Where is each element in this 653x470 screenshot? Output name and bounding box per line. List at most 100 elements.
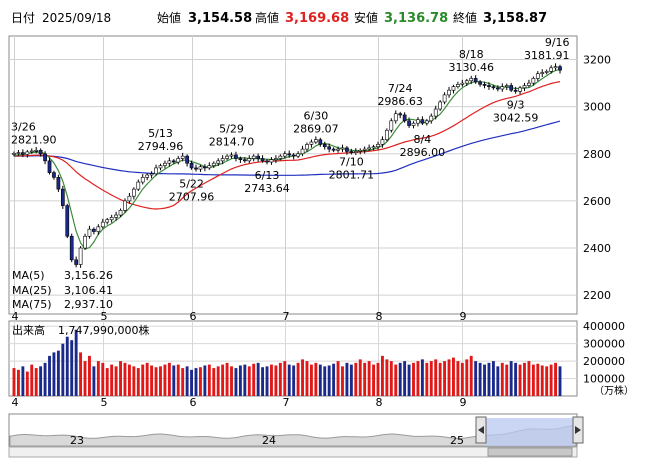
candle-body: [109, 217, 114, 221]
volume-bar: [549, 364, 553, 396]
navigator-selection[interactable]: [486, 418, 573, 446]
volume-bar: [367, 361, 371, 396]
navigator-scrollbar[interactable]: [8, 446, 578, 458]
candle-body: [393, 113, 398, 122]
low-value: 3,136.78: [384, 11, 448, 26]
volume-x-month-label: 4: [12, 396, 19, 409]
candle-body: [376, 144, 380, 148]
volume-bar: [420, 359, 424, 396]
volume-bar: [207, 364, 211, 396]
volume-bar: [79, 352, 83, 396]
volume-bar: [43, 362, 47, 396]
volume-bar: [425, 362, 429, 396]
candle-body: [451, 86, 456, 91]
volume-bar: [181, 368, 185, 396]
volume-bar: [247, 366, 251, 396]
volume-bar: [185, 366, 189, 396]
candle-body: [145, 174, 150, 178]
volume-bar: [159, 366, 162, 396]
volume-bar: [212, 368, 216, 396]
volume-x-month-label: 8: [376, 396, 383, 409]
volume-y-axis: 400000 300000 200000 100000: [583, 320, 625, 385]
candle-body: [163, 162, 167, 166]
candle-body: [96, 226, 101, 232]
volume-bar: [460, 362, 464, 396]
candle-body: [25, 151, 30, 155]
candle-body: [336, 148, 340, 151]
candle-body: [527, 82, 531, 86]
annotation-date: 5/22: [179, 177, 204, 190]
open-value: 3,154.58: [188, 11, 252, 26]
high-label: 高値: [255, 10, 279, 25]
volume-title: 出来高 1,747,990,000株: [12, 323, 149, 337]
annotation-date: 9/16: [545, 36, 570, 49]
annotation-value: 2986.63: [377, 95, 423, 108]
volume-bar: [509, 361, 513, 396]
candle-body: [16, 152, 21, 154]
candlesticks: [12, 63, 562, 268]
candle-body: [500, 86, 505, 90]
volume-bar: [354, 362, 358, 396]
volume-bar: [92, 366, 96, 396]
candle-body: [265, 160, 269, 163]
candle-body: [313, 139, 318, 143]
volume-bar: [487, 362, 491, 396]
annotation-value: 2801.71: [329, 168, 375, 181]
volume-x-month-label: 7: [283, 396, 290, 409]
annotation-value: 3181.91: [524, 49, 570, 62]
volume-bar: [16, 369, 20, 396]
volume-bar: [540, 365, 544, 396]
candle-body: [269, 159, 274, 163]
candle-body: [282, 153, 287, 157]
candle-body: [353, 151, 358, 153]
price-y-axis: 3200 3000 2800 2600 2400 2200: [583, 54, 611, 303]
volume-bar: [358, 359, 362, 396]
x-month-label: 4: [12, 310, 19, 323]
annotation-date: 6/30: [304, 110, 329, 123]
date-value: 2025/09/18: [42, 11, 111, 25]
volume-bar: [190, 369, 194, 396]
volume-bar: [327, 365, 331, 396]
candle-body: [211, 162, 216, 166]
volume-bar: [243, 364, 247, 396]
candle-body: [464, 80, 469, 84]
candle-body: [309, 141, 314, 145]
volume-bar: [252, 363, 256, 396]
volume-bar: [119, 361, 122, 396]
ma25-label: MA(25): [12, 284, 52, 297]
candle-body: [52, 172, 56, 178]
volume-bar: [292, 365, 296, 396]
annotation-value: 2896.00: [400, 146, 446, 159]
x-month-label: 5: [101, 310, 108, 323]
volume-bar: [429, 361, 433, 396]
volume-bar: [412, 362, 415, 396]
y-tick-label: 3000: [583, 101, 611, 114]
candle-body: [535, 73, 540, 79]
volume-bar: [474, 361, 478, 396]
candle-body: [242, 159, 247, 162]
volume-bar: [376, 362, 380, 396]
price-x-axis: 4 5 6 7 8 9: [12, 310, 467, 323]
volume-bar: [270, 364, 273, 396]
x-month-label: 6: [190, 310, 197, 323]
candle-body: [549, 67, 553, 72]
candle-body: [65, 205, 70, 237]
annotation-value: 2869.07: [293, 123, 339, 136]
volume-bar: [287, 364, 291, 396]
volume-bar: [283, 361, 287, 396]
candle-body: [358, 149, 363, 152]
ma-legend: MA(5) 3,156.26 MA(25) 3,106.41 MA(75) 2,…: [12, 269, 113, 311]
navigator-scroll-thumb[interactable]: [487, 447, 573, 457]
candle-body: [531, 78, 536, 84]
candle-body: [487, 85, 491, 87]
candle-body: [43, 153, 47, 162]
volume-bar: [136, 368, 140, 396]
candle-body: [544, 71, 549, 73]
candle-body: [473, 78, 478, 83]
volume-bar: [527, 361, 531, 396]
annotation-date: 8/4: [414, 133, 432, 146]
annotation-value: 2707.96: [169, 190, 215, 203]
left-arrow-icon: [478, 426, 484, 434]
volume-bar: [558, 366, 562, 396]
volume-bar: [296, 362, 300, 396]
